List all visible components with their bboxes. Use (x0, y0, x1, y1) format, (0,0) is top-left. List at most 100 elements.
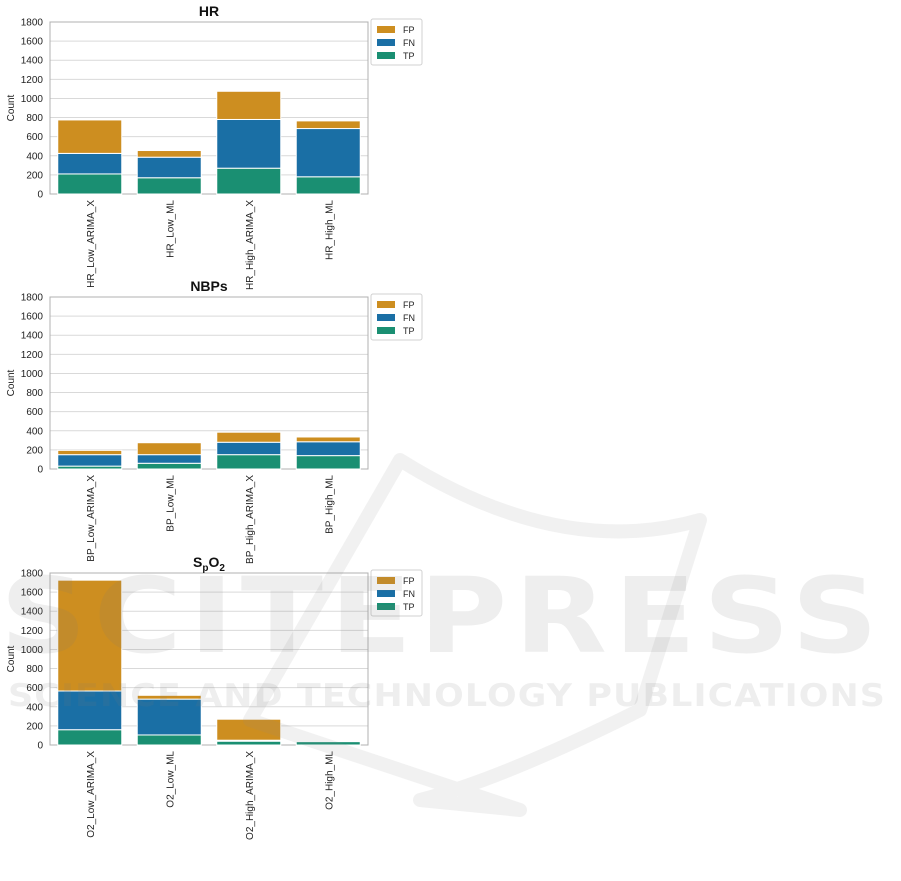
x-tick-label: HR_High_ML (324, 200, 335, 260)
y-tick-label: 600 (26, 407, 43, 418)
bar-fn-BP_Low_ARIMA_X (57, 454, 123, 467)
y-tick-label: 1800 (21, 569, 44, 580)
bar-tp-HR_Low_ARIMA_X (57, 173, 123, 195)
bar-tp-BP_High_ARIMA_X (216, 454, 282, 470)
y-tick-label: 400 (26, 426, 43, 437)
y-tick-label: 1400 (21, 331, 44, 342)
legend-swatch-fp (377, 301, 395, 308)
x-tick-label: BP_High_ML (324, 475, 335, 534)
bar-fn-HR_Low_ML (136, 156, 202, 179)
bar-fn-O2_Low_ML (136, 698, 202, 736)
x-tick-label: HR_High_ARIMA_X (245, 200, 256, 290)
y-tick-label: 0 (37, 465, 43, 476)
bar-tp-BP_High_ML (295, 455, 361, 470)
chart-title: HR (199, 3, 219, 19)
chart-title-part: S (193, 554, 202, 570)
bar-fp-O2_Low_ARIMA_X (57, 579, 123, 692)
y-tick-label: 400 (26, 702, 43, 713)
legend-label-tp: TP (403, 51, 415, 61)
bar-fn-BP_High_ARIMA_X (216, 441, 282, 456)
bar-tp-BP_Low_ML (136, 462, 202, 470)
legend-label-fp: FP (403, 25, 415, 35)
legend-swatch-fp (377, 577, 395, 584)
bar-fp-O2_High_ARIMA_X (216, 718, 282, 741)
legend: FP FN TP (370, 293, 423, 341)
x-tick-label: O2_High_ARIMA_X (245, 751, 256, 840)
x-tick-label: BP_Low_ARIMA_X (86, 475, 97, 562)
bar-fn-O2_Low_ARIMA_X (57, 690, 123, 731)
x-tick-label: O2_Low_ARIMA_X (86, 751, 97, 838)
bar-fn-HR_High_ML (295, 128, 361, 178)
legend: FP FN TP (370, 18, 423, 66)
plot-frame (49, 572, 369, 746)
legend-label-fp: FP (403, 300, 415, 310)
y-tick-label: 1200 (21, 75, 44, 86)
legend-swatch-fn (377, 590, 395, 597)
bar-tp-HR_High_ARIMA_X (216, 167, 282, 195)
y-axis-label: Count (6, 645, 17, 672)
y-tick-label: 200 (26, 445, 43, 456)
legend-swatch-tp (377, 603, 395, 610)
chart-title-part: p (202, 563, 208, 574)
y-tick-label: 1000 (21, 645, 44, 656)
y-tick-label: 800 (26, 388, 43, 399)
bar-fp-HR_High_ARIMA_X (216, 90, 282, 120)
legend-label-tp: TP (403, 326, 415, 336)
bar-fp-BP_Low_ML (136, 442, 202, 456)
legend-label-fp: FP (403, 576, 415, 586)
legend-swatch-fn (377, 39, 395, 46)
chart-title: NBPs (190, 278, 228, 294)
bar-fp-O2_Low_ML (136, 694, 202, 700)
y-tick-label: 1200 (21, 626, 44, 637)
y-tick-label: 0 (37, 741, 43, 752)
plot-frame (49, 296, 369, 470)
y-tick-label: 200 (26, 170, 43, 181)
y-tick-label: 1600 (21, 588, 44, 599)
y-tick-label: 1600 (21, 37, 44, 48)
legend-label-fn: FN (403, 38, 415, 48)
legend-swatch-fn (377, 314, 395, 321)
x-tick-label: HR_Low_ARIMA_X (86, 200, 97, 288)
legend-label-fn: FN (403, 313, 415, 323)
bar-fp-HR_Low_ML (136, 150, 202, 158)
y-tick-label: 1400 (21, 56, 44, 67)
bar-fp-HR_Low_ARIMA_X (57, 119, 123, 154)
plot-frame (49, 21, 369, 195)
legend-swatch-fp (377, 26, 395, 33)
bar-tp-O2_High_ML (295, 741, 361, 746)
y-tick-label: 600 (26, 132, 43, 143)
chart-title-part: O (209, 554, 220, 570)
y-tick-label: 1800 (21, 293, 44, 304)
bar-fp-BP_High_ARIMA_X (216, 431, 282, 443)
x-tick-label: BP_High_ARIMA_X (245, 475, 256, 564)
y-axis-label: Count (6, 94, 17, 121)
bar-fn-HR_Low_ARIMA_X (57, 152, 123, 175)
bar-fn-BP_Low_ML (136, 454, 202, 464)
bar-tp-HR_Low_ML (136, 177, 202, 195)
bar-fn-BP_High_ML (295, 441, 361, 457)
y-tick-label: 1000 (21, 369, 44, 380)
bar-fn-HR_High_ARIMA_X (216, 118, 282, 169)
y-axis-label: Count (6, 369, 17, 396)
x-tick-label: HR_Low_ML (165, 200, 176, 258)
y-tick-label: 1200 (21, 350, 44, 361)
bar-tp-HR_High_ML (295, 176, 361, 195)
legend-swatch-tp (377, 52, 395, 59)
legend-label-fn: FN (403, 589, 415, 599)
legend: FP FN TP (370, 569, 423, 617)
y-tick-label: 600 (26, 683, 43, 694)
chart-panel-1: 0 200 400 600 800 1000 1200 1400 1600 1800 Count HR… (6, 3, 423, 290)
y-tick-label: 800 (26, 113, 43, 124)
y-tick-label: 1000 (21, 94, 44, 105)
bar-tp-O2_Low_ARIMA_X (57, 729, 123, 746)
x-tick-label: O2_Low_ML (165, 751, 176, 808)
bar-tp-O2_High_ARIMA_X (216, 740, 282, 746)
y-tick-label: 800 (26, 664, 43, 675)
x-tick-label: BP_Low_ML (165, 475, 176, 532)
legend-label-tp: TP (403, 602, 415, 612)
y-tick-label: 1800 (21, 18, 44, 29)
y-tick-label: 400 (26, 151, 43, 162)
chart-panel-3: 0 200 400 600 800 1000 1200 1400 1600 1800 Count Sp… (6, 554, 423, 840)
chart-title: SpO2 (193, 554, 225, 574)
